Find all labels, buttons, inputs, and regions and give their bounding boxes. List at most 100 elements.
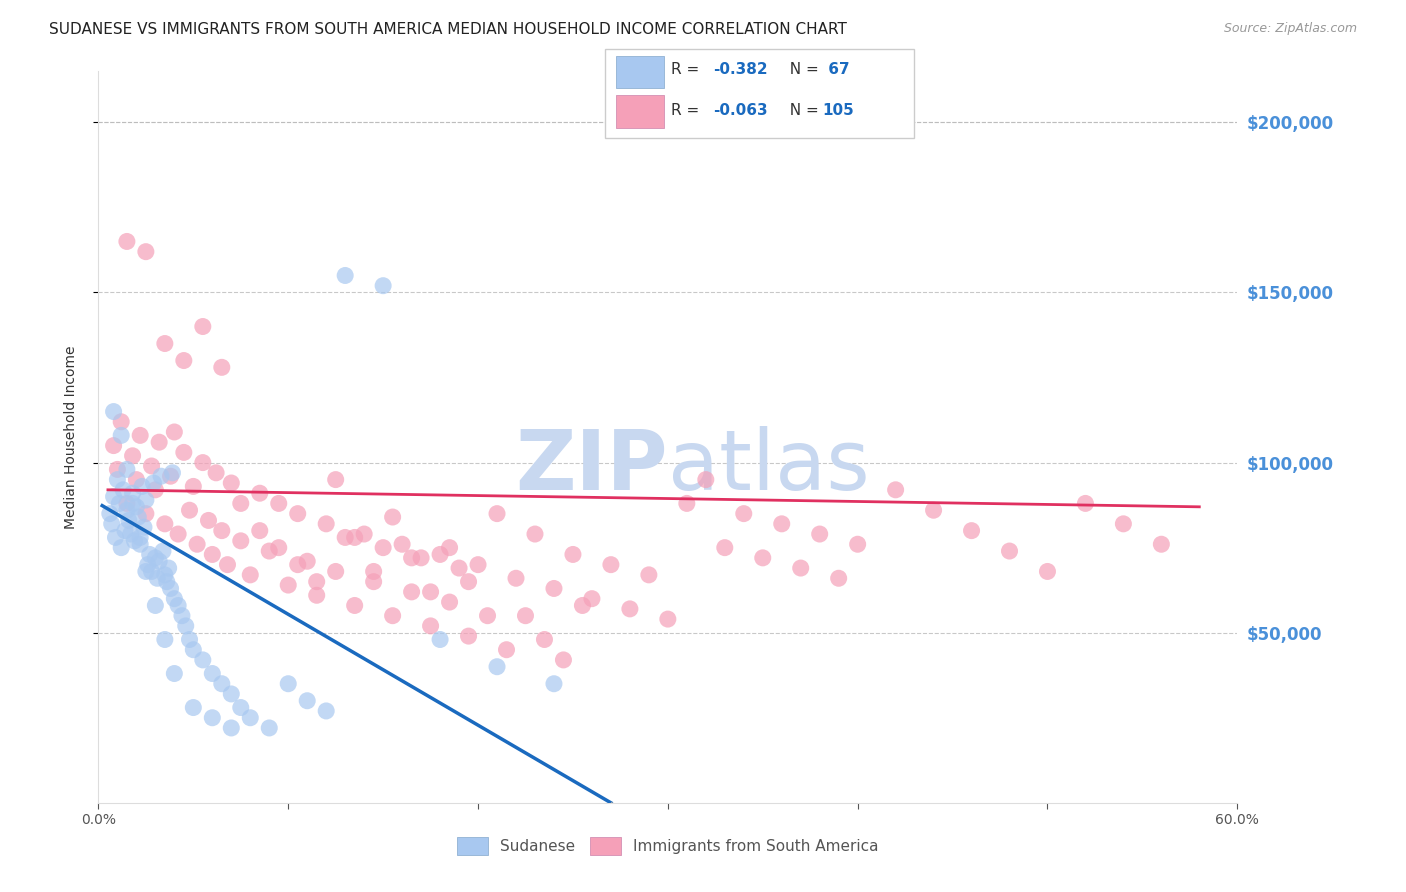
Point	[828, 571, 851, 585]
Point	[153, 336, 176, 351]
Point	[363, 574, 385, 589]
Point	[121, 449, 143, 463]
Point	[1036, 565, 1059, 579]
Point	[125, 500, 148, 514]
Point	[129, 531, 152, 545]
Point	[124, 533, 146, 548]
Point	[335, 268, 357, 283]
Point	[110, 428, 132, 442]
Point	[183, 700, 205, 714]
Point	[401, 585, 423, 599]
Point	[553, 653, 575, 667]
Point	[135, 244, 157, 259]
Point	[221, 687, 243, 701]
Point	[229, 533, 252, 548]
Point	[419, 585, 441, 599]
Point	[129, 537, 152, 551]
Point	[153, 516, 176, 531]
Point	[211, 360, 233, 375]
Point	[381, 510, 404, 524]
Text: N =: N =	[780, 62, 824, 77]
Point	[157, 561, 180, 575]
Point	[146, 571, 169, 585]
Point	[752, 550, 775, 565]
Point	[695, 473, 717, 487]
Point	[335, 531, 357, 545]
Point	[249, 486, 271, 500]
Point	[159, 582, 181, 596]
Point	[1074, 496, 1097, 510]
Point	[191, 319, 214, 334]
Point	[790, 561, 813, 575]
Point	[197, 513, 219, 527]
Point	[153, 632, 176, 647]
Legend: Sudanese, Immigrants from South America: Sudanese, Immigrants from South America	[451, 831, 884, 861]
Point	[103, 404, 125, 418]
Point	[439, 595, 461, 609]
Point	[922, 503, 945, 517]
Point	[733, 507, 755, 521]
Point	[477, 608, 499, 623]
Point	[287, 558, 309, 572]
Point	[343, 531, 366, 545]
Point	[449, 561, 471, 575]
Point	[141, 565, 163, 579]
Point	[115, 462, 138, 476]
Point	[486, 507, 509, 521]
Point	[714, 541, 737, 555]
Point	[115, 235, 138, 249]
Point	[391, 537, 413, 551]
Point	[183, 642, 205, 657]
Point	[619, 602, 641, 616]
Point	[98, 507, 121, 521]
Point	[495, 642, 517, 657]
Point	[571, 599, 593, 613]
Point	[145, 550, 167, 565]
Point	[115, 503, 138, 517]
Text: R =: R =	[671, 103, 704, 118]
Point	[100, 516, 122, 531]
Point	[163, 425, 186, 439]
Text: 105: 105	[823, 103, 855, 118]
Point	[179, 503, 201, 517]
Point	[173, 353, 195, 368]
Point	[221, 475, 243, 490]
Point	[371, 541, 394, 555]
Point	[267, 541, 290, 555]
Point	[120, 527, 142, 541]
Text: SUDANESE VS IMMIGRANTS FROM SOUTH AMERICA MEDIAN HOUSEHOLD INCOME CORRELATION CH: SUDANESE VS IMMIGRANTS FROM SOUTH AMERIC…	[49, 22, 846, 37]
Point	[229, 496, 252, 510]
Point	[162, 466, 184, 480]
Point	[129, 428, 152, 442]
Point	[115, 496, 138, 510]
Point	[221, 721, 243, 735]
Point	[267, 496, 290, 510]
Point	[808, 527, 831, 541]
Point	[297, 554, 319, 568]
Point	[114, 524, 136, 538]
Point	[163, 591, 186, 606]
Point	[287, 507, 309, 521]
Point	[259, 544, 281, 558]
Text: ZIP: ZIP	[516, 425, 668, 507]
Point	[638, 567, 661, 582]
Point	[183, 479, 205, 493]
Point	[217, 558, 239, 572]
Point	[205, 466, 228, 480]
Point	[381, 608, 404, 623]
Point	[125, 473, 148, 487]
Point	[201, 548, 224, 562]
Point	[297, 694, 319, 708]
Point	[159, 469, 181, 483]
Point	[315, 704, 337, 718]
Point	[135, 493, 157, 508]
Point	[167, 527, 190, 541]
Point	[110, 541, 132, 555]
Point	[363, 565, 385, 579]
Point	[960, 524, 983, 538]
Point	[543, 582, 565, 596]
Point	[118, 513, 141, 527]
Point	[179, 632, 201, 647]
Point	[229, 700, 252, 714]
Point	[170, 608, 193, 623]
